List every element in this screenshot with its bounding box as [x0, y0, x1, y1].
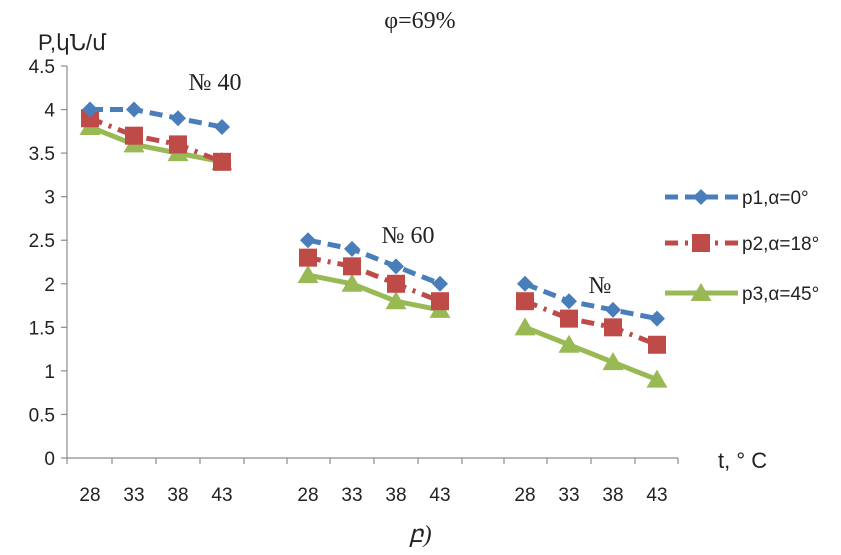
data-point [646, 369, 668, 388]
data-point [387, 274, 405, 293]
y-tick-label: 3.5 [29, 144, 55, 165]
x-tick-label: 38 [385, 485, 406, 506]
y-tick-label: 1.5 [29, 318, 55, 339]
plot-area: № 40 № 60 № [79, 70, 668, 388]
data-point [82, 101, 98, 118]
data-point [213, 152, 231, 171]
data-point [604, 318, 622, 337]
legend-item: p2,α=18° [665, 234, 819, 255]
y-tick-label: 0 [44, 449, 55, 470]
x-tick-label: 33 [123, 485, 144, 506]
chart-title: φ=69% [384, 8, 455, 34]
series-line [307, 237, 441, 287]
legend-marker [693, 189, 709, 205]
y-tick-label: 2.5 [29, 231, 55, 252]
data-point [125, 126, 143, 145]
data-point [602, 352, 624, 371]
series-line [89, 115, 223, 165]
x-axis-label: t, ° C [718, 448, 767, 473]
axes: 0 0.5 1 1.5 2 2.5 3 3.5 4 4.5 28 33 38 43 28 33 38 43 28 33… [29, 57, 679, 506]
y-tick-label: 2 [44, 275, 55, 296]
y-tick-label: 3 [44, 188, 55, 209]
group-label: № 40 [189, 70, 242, 96]
y-axis-label: P,կՆ/մ [38, 30, 107, 55]
x-tick-label: 43 [211, 485, 232, 506]
legend-label: p2,α=18° [742, 234, 819, 255]
data-point [343, 257, 361, 276]
data-point [299, 248, 317, 267]
x-tick-label: 33 [341, 485, 362, 506]
data-point [388, 258, 404, 275]
y-tick-label: 4.5 [29, 57, 55, 78]
data-point [561, 293, 577, 310]
data-point [514, 317, 536, 336]
data-point [432, 275, 448, 292]
group-label: № [589, 273, 612, 299]
data-point [516, 292, 534, 311]
x-tick-label: 28 [79, 485, 100, 506]
series-line [307, 272, 441, 313]
x-tick-label: 33 [558, 485, 579, 506]
legend-marker [690, 283, 712, 301]
data-point [385, 291, 407, 310]
data-point [517, 275, 533, 292]
data-point [344, 240, 360, 257]
y-tick-label: 1 [44, 362, 55, 383]
series-p3,α=45° [79, 116, 668, 388]
series-line [524, 325, 658, 382]
legend-item: p1,α=0° [665, 188, 809, 209]
data-point [649, 310, 665, 327]
data-point [558, 334, 580, 353]
data-point [560, 309, 578, 328]
legend: p1,α=0° p2,α=18° p3,α=45° [665, 188, 819, 305]
data-point [169, 135, 187, 154]
legend-item: p3,α=45° [665, 283, 819, 305]
data-point [297, 265, 319, 284]
x-tick-label: 28 [297, 485, 318, 506]
data-point [605, 301, 621, 318]
legend-label: p1,α=0° [742, 188, 809, 209]
y-tick-label: 4 [44, 101, 55, 122]
figure-caption: բ) [408, 522, 431, 548]
y-tick-label: 0.5 [29, 405, 55, 426]
x-tick-label: 43 [429, 485, 450, 506]
x-tick-label: 43 [646, 485, 667, 506]
data-point [300, 232, 316, 249]
series-line [524, 298, 658, 348]
x-tick-label: 28 [514, 485, 535, 506]
data-point [126, 101, 142, 118]
legend-label: p3,α=45° [742, 284, 819, 305]
series-line [307, 255, 441, 304]
x-tick-label: 38 [602, 485, 623, 506]
x-tick-label: 38 [167, 485, 188, 506]
legend-marker [692, 234, 710, 252]
series-p2,α=18° [81, 109, 666, 354]
series-line [524, 281, 658, 322]
data-point [431, 292, 449, 311]
series-p1,α=0° [82, 101, 665, 327]
series-line [89, 124, 223, 165]
data-point [81, 109, 99, 128]
data-point [214, 118, 230, 135]
series-line [90, 107, 223, 130]
data-point [170, 110, 186, 127]
group-label: № 60 [382, 223, 435, 249]
data-point [341, 273, 363, 292]
data-point [648, 335, 666, 354]
